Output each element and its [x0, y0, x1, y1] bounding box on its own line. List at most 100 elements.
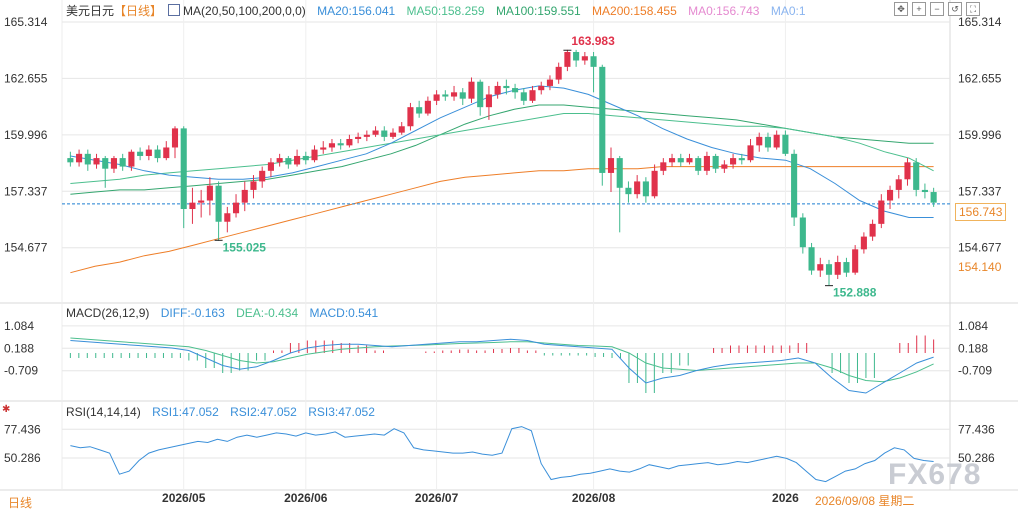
candle-body	[398, 126, 405, 133]
rsi-y-tick-right: 50.286	[958, 451, 995, 465]
candle-body	[747, 145, 754, 161]
candle-body	[250, 181, 257, 190]
candle-body	[494, 85, 501, 95]
candle-body	[799, 217, 806, 248]
candle-body	[721, 164, 728, 169]
candle-body	[450, 92, 458, 97]
y-tick-right: 162.655	[958, 71, 1002, 85]
candle-body	[198, 200, 205, 203]
low-price-label: 155.025	[223, 240, 267, 254]
candle-body	[137, 151, 144, 156]
candle-body	[328, 143, 336, 148]
rsi-legend: RSI(14,14,14) RSI1:47.052 RSI2:47.052 RS…	[66, 405, 383, 419]
candle-body	[503, 85, 510, 89]
candle-body	[599, 66, 606, 173]
candle-body	[529, 90, 536, 101]
candle-body	[703, 155, 710, 171]
candle-body	[224, 213, 231, 222]
candle-body	[546, 79, 554, 86]
candle-body	[433, 94, 440, 101]
y-tick-left: 159.996	[4, 128, 48, 142]
candle-body	[320, 147, 327, 150]
zoom-in-icon[interactable]: +	[912, 2, 926, 16]
candle-body	[869, 223, 876, 237]
y-tick-right: 165.314	[958, 15, 1002, 29]
macd-y-tick-left: 0.188	[4, 341, 34, 355]
rsi2-value: RSI2:47.052	[230, 405, 297, 419]
candle-body	[285, 158, 292, 165]
crosshair-date-label: 2026/09/08 星期二	[815, 494, 915, 508]
watermark-logo: FX678	[888, 458, 982, 491]
x-tick-label: 2026	[772, 491, 799, 505]
candle-body	[302, 155, 309, 161]
candle-body	[607, 158, 615, 173]
ma50-line	[70, 113, 934, 184]
candle-body	[485, 94, 492, 108]
x-tick-label: 2026/05	[162, 491, 206, 505]
macd-y-tick-left: 1.084	[4, 319, 34, 333]
candle-body	[764, 136, 772, 148]
macd-diff-line	[70, 338, 934, 394]
candle-body	[416, 107, 423, 114]
zoom-out-icon[interactable]: −	[930, 2, 944, 16]
candle-body	[886, 189, 894, 201]
candle-body	[895, 179, 902, 190]
candle-body	[590, 56, 597, 67]
candle-body	[119, 158, 126, 167]
y-tick-left: 165.314	[4, 15, 48, 29]
candle-body	[267, 162, 274, 171]
macd-legend: MACD(26,12,9) DIFF:-0.163 DEA:-0.434 MAC…	[66, 306, 386, 320]
candle-body	[904, 162, 911, 180]
period-button[interactable]: 日线	[8, 496, 33, 510]
candle-body	[294, 155, 301, 165]
candle-body	[363, 134, 370, 137]
x-tick-label: 2026/06	[284, 491, 328, 505]
candle-body	[259, 170, 266, 182]
macd-dea-value: DEA:-0.434	[236, 306, 299, 320]
candle-body	[660, 162, 667, 171]
candle-body	[84, 153, 91, 165]
candle-body	[878, 200, 885, 224]
ma200-price-tag: 154.140	[958, 260, 1002, 274]
candle-body	[355, 136, 362, 139]
candle-body	[555, 66, 562, 80]
candle-body	[581, 56, 588, 61]
candle-body	[791, 153, 798, 218]
candle-body	[206, 185, 213, 201]
fullscreen-icon[interactable]: ⛶	[966, 2, 980, 16]
y-tick-left: 157.337	[4, 184, 48, 198]
candle-body	[817, 264, 824, 271]
candle-body	[389, 132, 397, 137]
candle-body	[634, 181, 641, 195]
candle-body	[381, 130, 388, 137]
y-tick-right: 157.337	[958, 184, 1002, 198]
ma200-value: MA200:158.455	[592, 4, 677, 18]
candle-body	[756, 136, 763, 146]
candle-body	[145, 149, 152, 156]
candle-body	[668, 158, 676, 163]
candle-body	[520, 92, 527, 101]
candle-body	[442, 94, 449, 97]
candle-body	[346, 138, 353, 146]
ma-params-label: MA(20,50,100,200,0,0)	[183, 4, 306, 18]
candle-body	[738, 158, 745, 161]
candle-body	[232, 202, 240, 214]
ma20-line	[70, 85, 934, 218]
rsi-panel	[70, 426, 934, 483]
candle-body	[852, 249, 859, 273]
move-icon[interactable]: ✥	[894, 2, 908, 16]
candle-body	[564, 52, 571, 67]
candle-body	[76, 153, 83, 163]
x-tick-label: 2026/07	[415, 491, 459, 505]
y-tick-left: 162.655	[4, 71, 48, 85]
candle-body	[311, 149, 318, 161]
candle-body	[189, 202, 196, 210]
rsi-settings-icon[interactable]: ✱	[2, 404, 11, 415]
candle-body	[93, 158, 100, 165]
rsi-line	[70, 426, 934, 483]
macd-dea-line	[70, 337, 934, 383]
reset-icon[interactable]: ↺	[948, 2, 962, 16]
indicator-settings-icon[interactable]	[168, 4, 181, 16]
x-tick-label: 2026/08	[572, 491, 616, 505]
